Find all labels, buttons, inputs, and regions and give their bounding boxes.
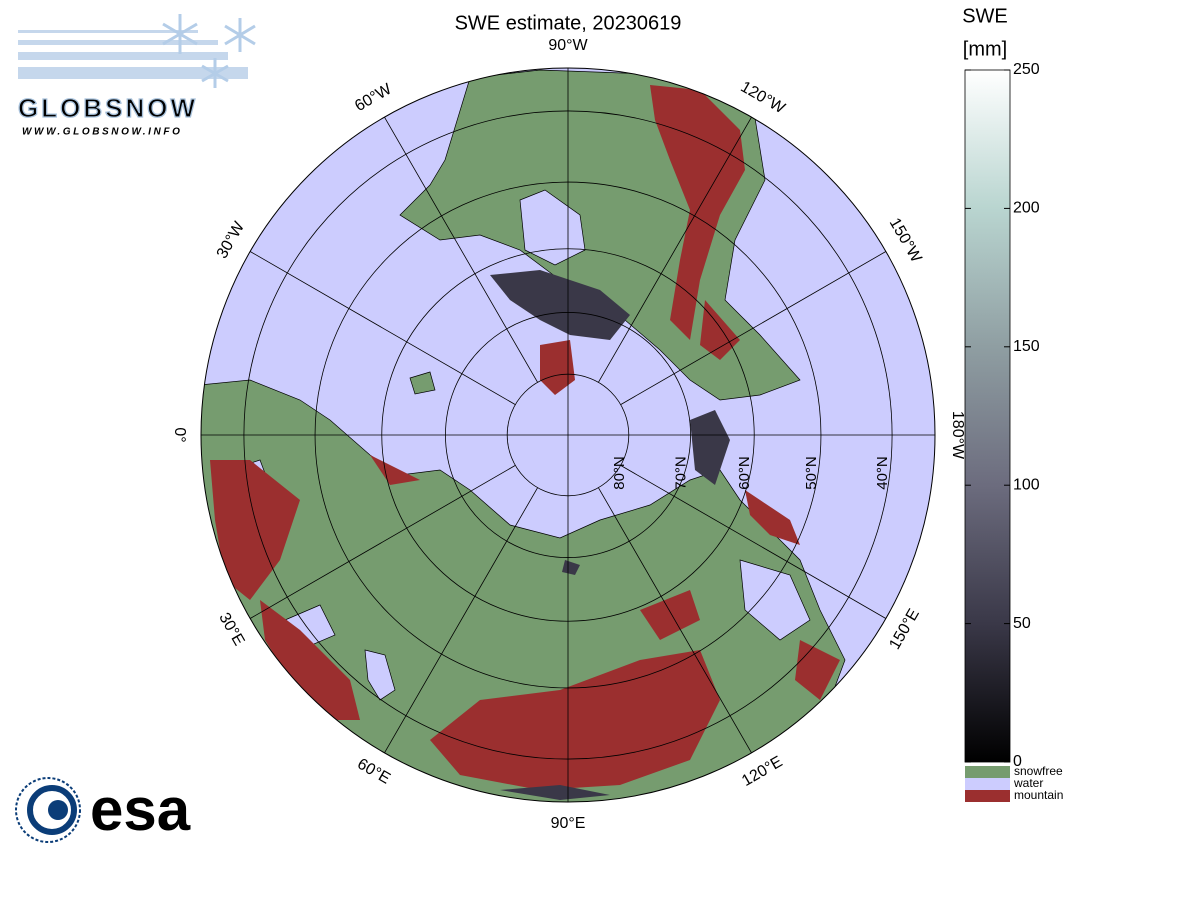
meridian	[598, 487, 752, 754]
meridian-label: 30°W	[214, 218, 249, 261]
colorbar-label: SWE	[962, 5, 1008, 27]
colorbar-label: [mm]	[963, 38, 1007, 60]
meridian	[384, 487, 538, 754]
meridian-label: 150°W	[886, 215, 925, 266]
meridian	[249, 465, 516, 619]
legend-label: water	[1013, 776, 1043, 790]
caspian	[364, 649, 396, 701]
meridian	[620, 251, 887, 405]
meridian	[249, 251, 516, 405]
colorbar-tick-label: 0	[1013, 753, 1022, 770]
meridian	[598, 116, 752, 383]
legend-swatch	[965, 766, 1010, 778]
graticule	[201, 68, 935, 802]
colorbar	[964, 69, 1011, 763]
legend-label: mountain	[1014, 788, 1063, 802]
meridian-label: 120°W	[738, 78, 789, 117]
colorbar-tick-label: 50	[1013, 615, 1031, 632]
legend-swatch	[965, 778, 1010, 790]
logo-name: GLOBSNOW	[18, 93, 198, 123]
okhotsk	[739, 559, 811, 641]
meridian	[620, 465, 887, 619]
hudson-bay	[519, 189, 586, 266]
colorbar-tick-label: 100	[1013, 476, 1040, 493]
colorbar-tick-label: 250	[1013, 61, 1040, 78]
parallel-label: 40°N	[874, 456, 891, 490]
meridian-label: 120°E	[739, 753, 785, 790]
map-border	[200, 67, 936, 803]
parallel-label: 80°N	[611, 456, 628, 490]
meridian-label: 30°E	[215, 610, 247, 649]
meridian-label: 180°W	[949, 411, 966, 460]
meridian-label: 150°E	[886, 606, 923, 652]
colorbar-tick-label: 200	[1013, 200, 1040, 217]
snow-cover	[490, 270, 730, 800]
parallel-label: 50°N	[803, 456, 820, 490]
globsnow-logo: GLOBSNOW WWW.GLOBSNOW.INFO	[17, 14, 256, 138]
logo-url: WWW.GLOBSNOW.INFO	[22, 127, 182, 138]
parallel-label: 60°N	[736, 456, 753, 490]
parallel-label: 70°N	[673, 456, 690, 490]
meridian-label: 90°W	[548, 37, 588, 54]
map	[201, 68, 935, 802]
meridian	[384, 116, 538, 383]
iceland	[409, 371, 436, 395]
meridian-label: 90°E	[551, 815, 586, 832]
colorbar-tick-label: 150	[1013, 338, 1040, 355]
meridian-label: 60°E	[354, 756, 393, 788]
meridian-label: 60°W	[352, 80, 395, 115]
legend-label: snowfree	[1014, 764, 1063, 778]
meridian-label: 0°	[171, 427, 188, 442]
esa-logo: esa	[15, 776, 191, 843]
legend-swatch	[965, 790, 1010, 802]
mountains	[210, 85, 840, 790]
esa-text: esa	[90, 776, 191, 843]
chart-title: SWE estimate, 20230619	[455, 12, 682, 34]
